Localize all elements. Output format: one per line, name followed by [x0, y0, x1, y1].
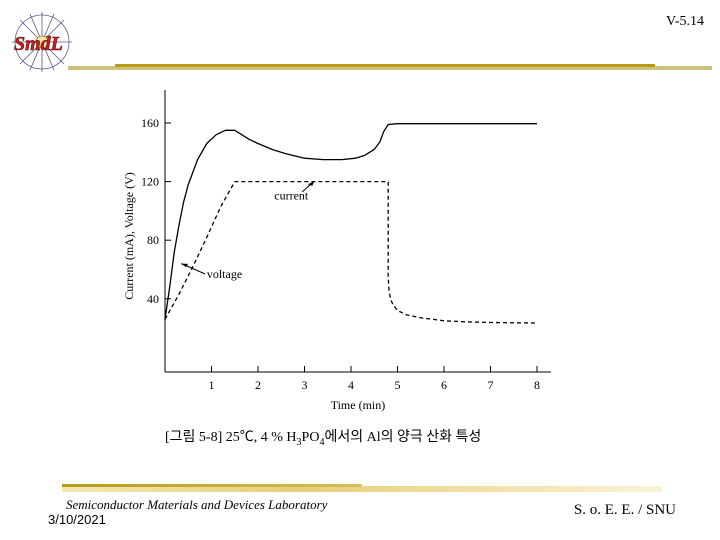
chart-annotations: current voltage	[181, 181, 315, 281]
annotation-current-label: current	[274, 188, 309, 202]
y-tick-label: 160	[141, 116, 159, 130]
lab-logo: SmdL	[12, 12, 72, 72]
logo-text: SmdL	[14, 33, 63, 55]
figure-caption: [그림 5-8] 25℃, 4 % H3PO4에서의 Al의 양극 산화 특성	[165, 426, 481, 448]
x-tick-label: 2	[255, 378, 261, 392]
caption-part-2: PO	[301, 430, 320, 445]
caption-sub-1: 3	[296, 436, 302, 448]
y-tick-label: 120	[141, 175, 159, 189]
x-tick-label: 1	[209, 378, 215, 392]
y-axis-label: Current (mA), Voltage (V)	[122, 172, 136, 300]
annotation-current-arrowhead	[307, 181, 314, 186]
footer-rule-accent	[62, 484, 362, 487]
series-voltage-line	[164, 180, 538, 324]
slide-number: V-5.14	[666, 14, 704, 29]
caption-sub-2: 4	[319, 436, 325, 448]
lab-name: Semiconductor Materials and Devices Labo…	[66, 497, 328, 512]
chart-series	[164, 123, 538, 324]
y-tick-label: 40	[147, 292, 159, 306]
date-label: 3/10/2021	[48, 512, 106, 527]
x-tick-label: 7	[488, 378, 494, 392]
x-tick-label: 3	[302, 378, 308, 392]
x-axis-label: Time (min)	[331, 398, 386, 412]
annotation-voltage-arrowhead	[181, 263, 189, 268]
x-tick-label: 8	[534, 378, 540, 392]
footer-rule	[62, 486, 662, 492]
chart-ticks: 40 80 120 160 1 2 3 4 5 6 7 8	[141, 116, 540, 392]
y-tick-label: 80	[147, 233, 159, 247]
x-tick-label: 5	[395, 378, 401, 392]
series-current-line	[164, 123, 537, 320]
header-rule	[68, 66, 712, 70]
x-tick-label: 4	[348, 378, 354, 392]
caption-part-3: 에서의 Al의 양극 산화 특성	[324, 430, 482, 445]
header-rule-accent	[115, 64, 655, 67]
x-tick-label: 6	[441, 378, 447, 392]
chart-axes: Time (min) Current (mA), Voltage (V)	[122, 90, 551, 412]
annotation-voltage-label: voltage	[207, 267, 242, 281]
organization-label: S. o. E. E. / SNU	[573, 502, 676, 518]
caption-part-1: [그림 5-8] 25℃, 4 % H	[165, 430, 297, 445]
